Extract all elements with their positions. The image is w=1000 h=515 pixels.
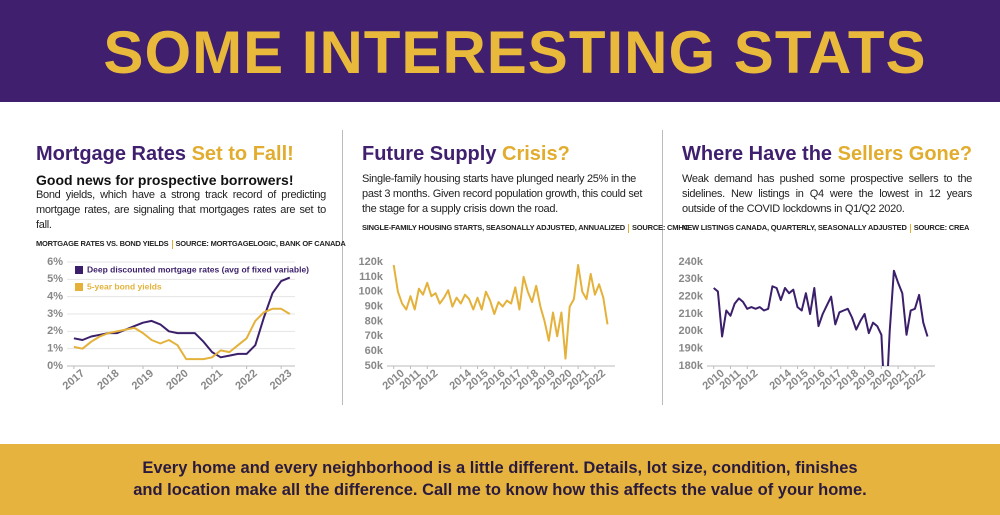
y-tick-label: 200k (679, 325, 704, 337)
title-highlight: Sellers Gone? (837, 143, 973, 165)
y-tick-label: 90k (365, 300, 384, 312)
header: SOME INTERESTING STATS (0, 0, 1000, 102)
y-tick-label: 0% (47, 360, 63, 372)
body-text: Weak demand has pushed some prospective … (682, 173, 972, 215)
series-line (392, 264, 609, 360)
footer-line: and location make all the difference. Ca… (133, 481, 867, 499)
y-tick-label: 120k (359, 256, 384, 268)
y-tick-label: 220k (679, 291, 704, 303)
legend-label: Deep discounted mortgage rates (avg of f… (87, 264, 309, 274)
source-label: NEW LISTINGS CANADA, QUARTERLY, SEASONAL… (682, 223, 907, 232)
source-text: SOURCE: MORTGAGELOGIC, BANK OF CANADA (175, 239, 346, 248)
title-text: Where Have the (682, 143, 833, 165)
title-text: Future Supply (362, 143, 497, 165)
footer: Every home and every neighborhood is a l… (0, 444, 1000, 515)
footer-line: Every home and every neighborhood is a l… (142, 459, 858, 477)
panel-title: Where Have the Sellers Gone? (682, 143, 972, 166)
x-tick-label: 2020 (164, 367, 190, 392)
y-tick-label: 1% (47, 343, 63, 355)
source-text: SOURCE: CREA (913, 223, 970, 232)
source: NEW LISTINGS CANADA, QUARTERLY, SEASONAL… (682, 223, 972, 233)
source-text: SOURCE: CMHC (631, 223, 689, 232)
separator (342, 130, 343, 405)
source: MORTGAGE RATES VS. BOND YIELDS SOURCE: MO… (36, 239, 346, 249)
y-tick-label: 110k (359, 271, 384, 283)
y-tick-label: 6% (47, 256, 63, 268)
x-tick-label: 2018 (95, 367, 121, 392)
headline: Good news for prospective borrowers! (36, 172, 294, 188)
page-title: SOME INTERESTING STATS (103, 19, 927, 86)
panel-title: Mortgage Rates Set to Fall! (36, 143, 326, 166)
y-tick-label: 2% (47, 325, 63, 337)
title-text: Mortgage Rates (36, 143, 187, 165)
panel: Mortgage Rates Set to Fall! Good news fo… (36, 143, 346, 249)
y-tick-label: 180k (679, 360, 704, 372)
y-tick-label: 190k (679, 343, 704, 355)
separator (662, 130, 663, 405)
x-tick-label: 2021 (199, 367, 225, 392)
y-tick-label: 70k (365, 330, 384, 342)
source-label: SINGLE-FAMILY HOUSING STARTS, SEASONALLY… (362, 223, 625, 232)
body-text: Single-family housing starts have plunge… (362, 173, 643, 215)
legend-swatch (75, 283, 83, 291)
series-line (73, 307, 291, 361)
x-tick-label: 2022 (233, 367, 259, 392)
y-tick-label: 50k (365, 360, 384, 372)
chart: 0% 1% 2% 3% 4% 5% 6% 2017 2018 2019 2020 2021 2022 20… (47, 256, 309, 392)
source-label: MORTGAGE RATES VS. BOND YIELDS (36, 239, 169, 248)
y-tick-label: 80k (365, 315, 384, 327)
x-tick-label: 2017 (61, 367, 87, 392)
panel: Where Have the Sellers Gone? Weak demand… (682, 143, 972, 233)
y-tick-label: 60k (365, 345, 384, 357)
legend-label: 5-year bond yields (87, 281, 162, 291)
x-tick-label: 2023 (268, 367, 294, 392)
y-tick-label: 3% (47, 308, 63, 320)
legend-swatch (75, 266, 83, 274)
title-highlight: Set to Fall! (191, 143, 294, 165)
y-tick-label: 230k (679, 273, 704, 285)
series-line (713, 269, 929, 366)
y-tick-label: 100k (359, 286, 384, 298)
y-tick-label: 5% (47, 273, 63, 285)
y-tick-label: 210k (679, 308, 704, 320)
y-tick-label: 4% (47, 291, 63, 303)
chart: 180k190k200k210k220k230k240k201020112012… (679, 256, 935, 392)
panel-title: Future Supply Crisis? (362, 143, 652, 166)
y-tick-label: 240k (679, 256, 704, 268)
title-highlight: Crisis? (502, 143, 570, 165)
body-text: Bond yields, which have a strong track r… (36, 189, 326, 231)
panel: Future Supply Crisis? Single-family hous… (362, 143, 689, 233)
source: SINGLE-FAMILY HOUSING STARTS, SEASONALLY… (362, 223, 689, 233)
x-tick-label: 2019 (130, 367, 156, 392)
